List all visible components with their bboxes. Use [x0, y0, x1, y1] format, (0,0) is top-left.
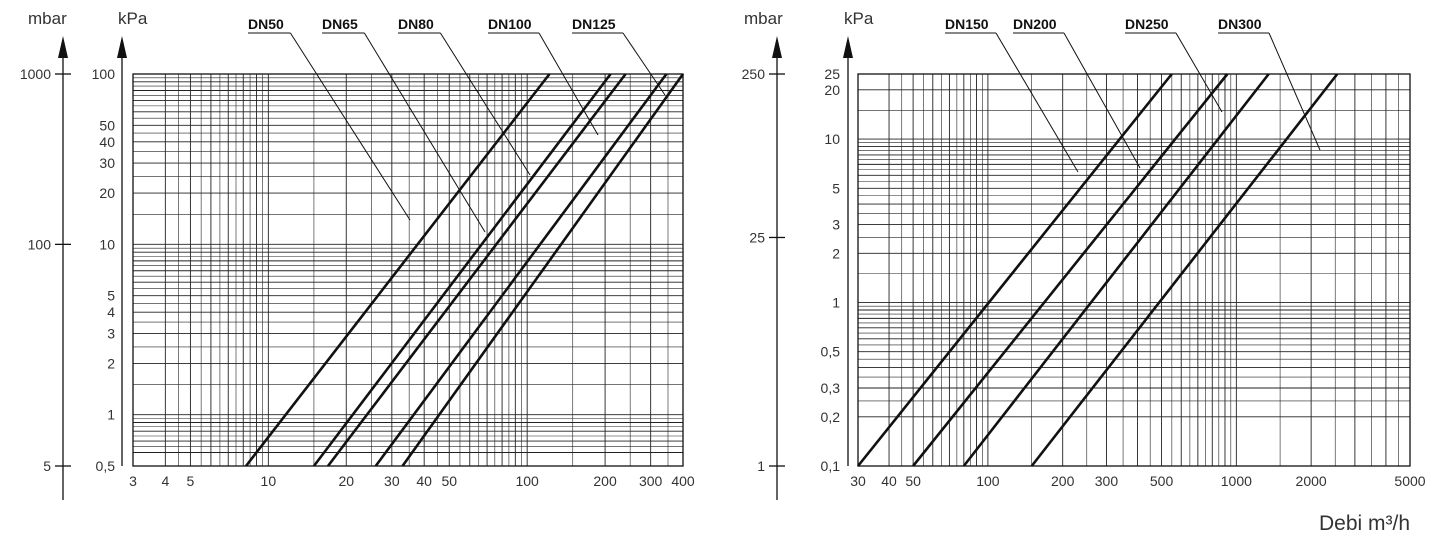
series-leader-line [363, 32, 486, 233]
y-tick-label: 2 [107, 355, 115, 371]
mbar-tick-label: 5 [43, 458, 51, 474]
series-line-dn100 [374, 73, 668, 467]
series-line-dn125 [401, 73, 685, 467]
mbar-tick-label: 1000 [20, 66, 51, 82]
mbar-axis-arrow-icon [58, 36, 68, 58]
mbar-unit-label: mbar [744, 9, 783, 28]
mbar-tick-label: 250 [742, 66, 766, 82]
series-label-dn100: DN100 [488, 16, 532, 32]
series-leader-line [1175, 32, 1223, 113]
x-tick-label: 100 [976, 473, 1000, 489]
kpa-axis-arrow-icon [843, 36, 853, 58]
series-leader-line [1268, 32, 1321, 151]
x-tick-label: 30 [384, 473, 400, 489]
y-tick-label: 50 [99, 117, 115, 133]
kpa-unit-label: kPa [118, 9, 148, 28]
y-tick-label: 0,3 [821, 380, 841, 396]
y-tick-label: 4 [107, 304, 115, 320]
plot-frame [132, 73, 684, 467]
kpa-unit-label: kPa [844, 9, 874, 28]
series-line-dn300 [1030, 73, 1339, 467]
y-tick-label: 3 [832, 217, 840, 233]
series-leader-line [289, 32, 411, 221]
y-tick-label: 40 [99, 134, 115, 150]
y-tick-label: 10 [824, 131, 840, 147]
x-tick-label: 10 [261, 473, 277, 489]
y-tick-label: 1 [832, 295, 840, 311]
series-leader-line [1063, 32, 1141, 169]
y-tick-label: 5 [107, 288, 115, 304]
x-tick-label: 400 [671, 473, 695, 489]
y-tick-label: 25 [824, 66, 840, 82]
x-tick-label: 100 [515, 473, 539, 489]
y-tick-label: 0,5 [821, 344, 841, 360]
series-leader-line [995, 32, 1079, 173]
series-label-dn80: DN80 [398, 16, 434, 32]
x-tick-label: 1000 [1221, 473, 1252, 489]
y-tick-label: 3 [107, 325, 115, 341]
mbar-tick-label: 25 [749, 229, 765, 245]
y-tick-label: 0,1 [821, 458, 841, 474]
x-tick-label: 40 [881, 473, 897, 489]
plot-frame [857, 73, 1411, 467]
x-tick-label: 200 [593, 473, 617, 489]
x-tick-label: 50 [905, 473, 921, 489]
series-line-dn250 [962, 73, 1270, 467]
x-tick-label: 200 [1051, 473, 1075, 489]
x-tick-label: 50 [441, 473, 457, 489]
y-tick-label: 1 [107, 407, 115, 423]
y-tick-label: 30 [99, 155, 115, 171]
x-tick-label: 300 [639, 473, 663, 489]
series-label-dn200: DN200 [1013, 16, 1057, 32]
series-label-dn300: DN300 [1218, 16, 1262, 32]
x-tick-label: 30 [850, 473, 866, 489]
x-tick-label: 3 [129, 473, 137, 489]
series-label-dn50: DN50 [248, 16, 284, 32]
series-line-dn50 [244, 73, 551, 467]
series-label-dn250: DN250 [1125, 16, 1169, 32]
mbar-axis-arrow-icon [772, 36, 782, 58]
grid [133, 74, 683, 466]
x-tick-label: 5000 [1394, 473, 1425, 489]
mbar-tick-label: 100 [28, 236, 52, 252]
series-label-dn150: DN150 [945, 16, 989, 32]
x-tick-label: 4 [161, 473, 169, 489]
x-tick-label: 500 [1150, 473, 1174, 489]
series-leader-line [439, 32, 531, 176]
series-line-dn150 [856, 73, 1173, 467]
y-tick-label: 5 [832, 180, 840, 196]
grid [858, 74, 1410, 466]
y-tick-label: 10 [99, 236, 115, 252]
x-tick-label: 5 [187, 473, 195, 489]
x-tick-label: 2000 [1296, 473, 1327, 489]
series-label-dn125: DN125 [572, 16, 616, 32]
series-label-dn65: DN65 [322, 16, 358, 32]
x-tick-label: 20 [338, 473, 354, 489]
y-tick-label: 20 [99, 185, 115, 201]
series-leader-line [622, 32, 666, 96]
mbar-unit-label: mbar [28, 9, 67, 28]
mbar-tick-label: 1 [757, 458, 765, 474]
series-line-dn200 [912, 73, 1229, 467]
series-leader-line [538, 32, 599, 136]
y-tick-label: 2 [832, 245, 840, 261]
y-tick-label: 0,2 [821, 409, 841, 425]
x-tick-label: 300 [1095, 473, 1119, 489]
kpa-axis-arrow-icon [117, 36, 127, 58]
series-line-dn80 [326, 73, 627, 467]
y-tick-label: 100 [92, 66, 116, 82]
series-line-dn65 [312, 73, 612, 467]
y-tick-label: 20 [824, 82, 840, 98]
x-axis-label: Debi m³/h [1319, 512, 1410, 535]
x-tick-label: 40 [416, 473, 432, 489]
y-tick-label: 0,5 [96, 458, 116, 474]
